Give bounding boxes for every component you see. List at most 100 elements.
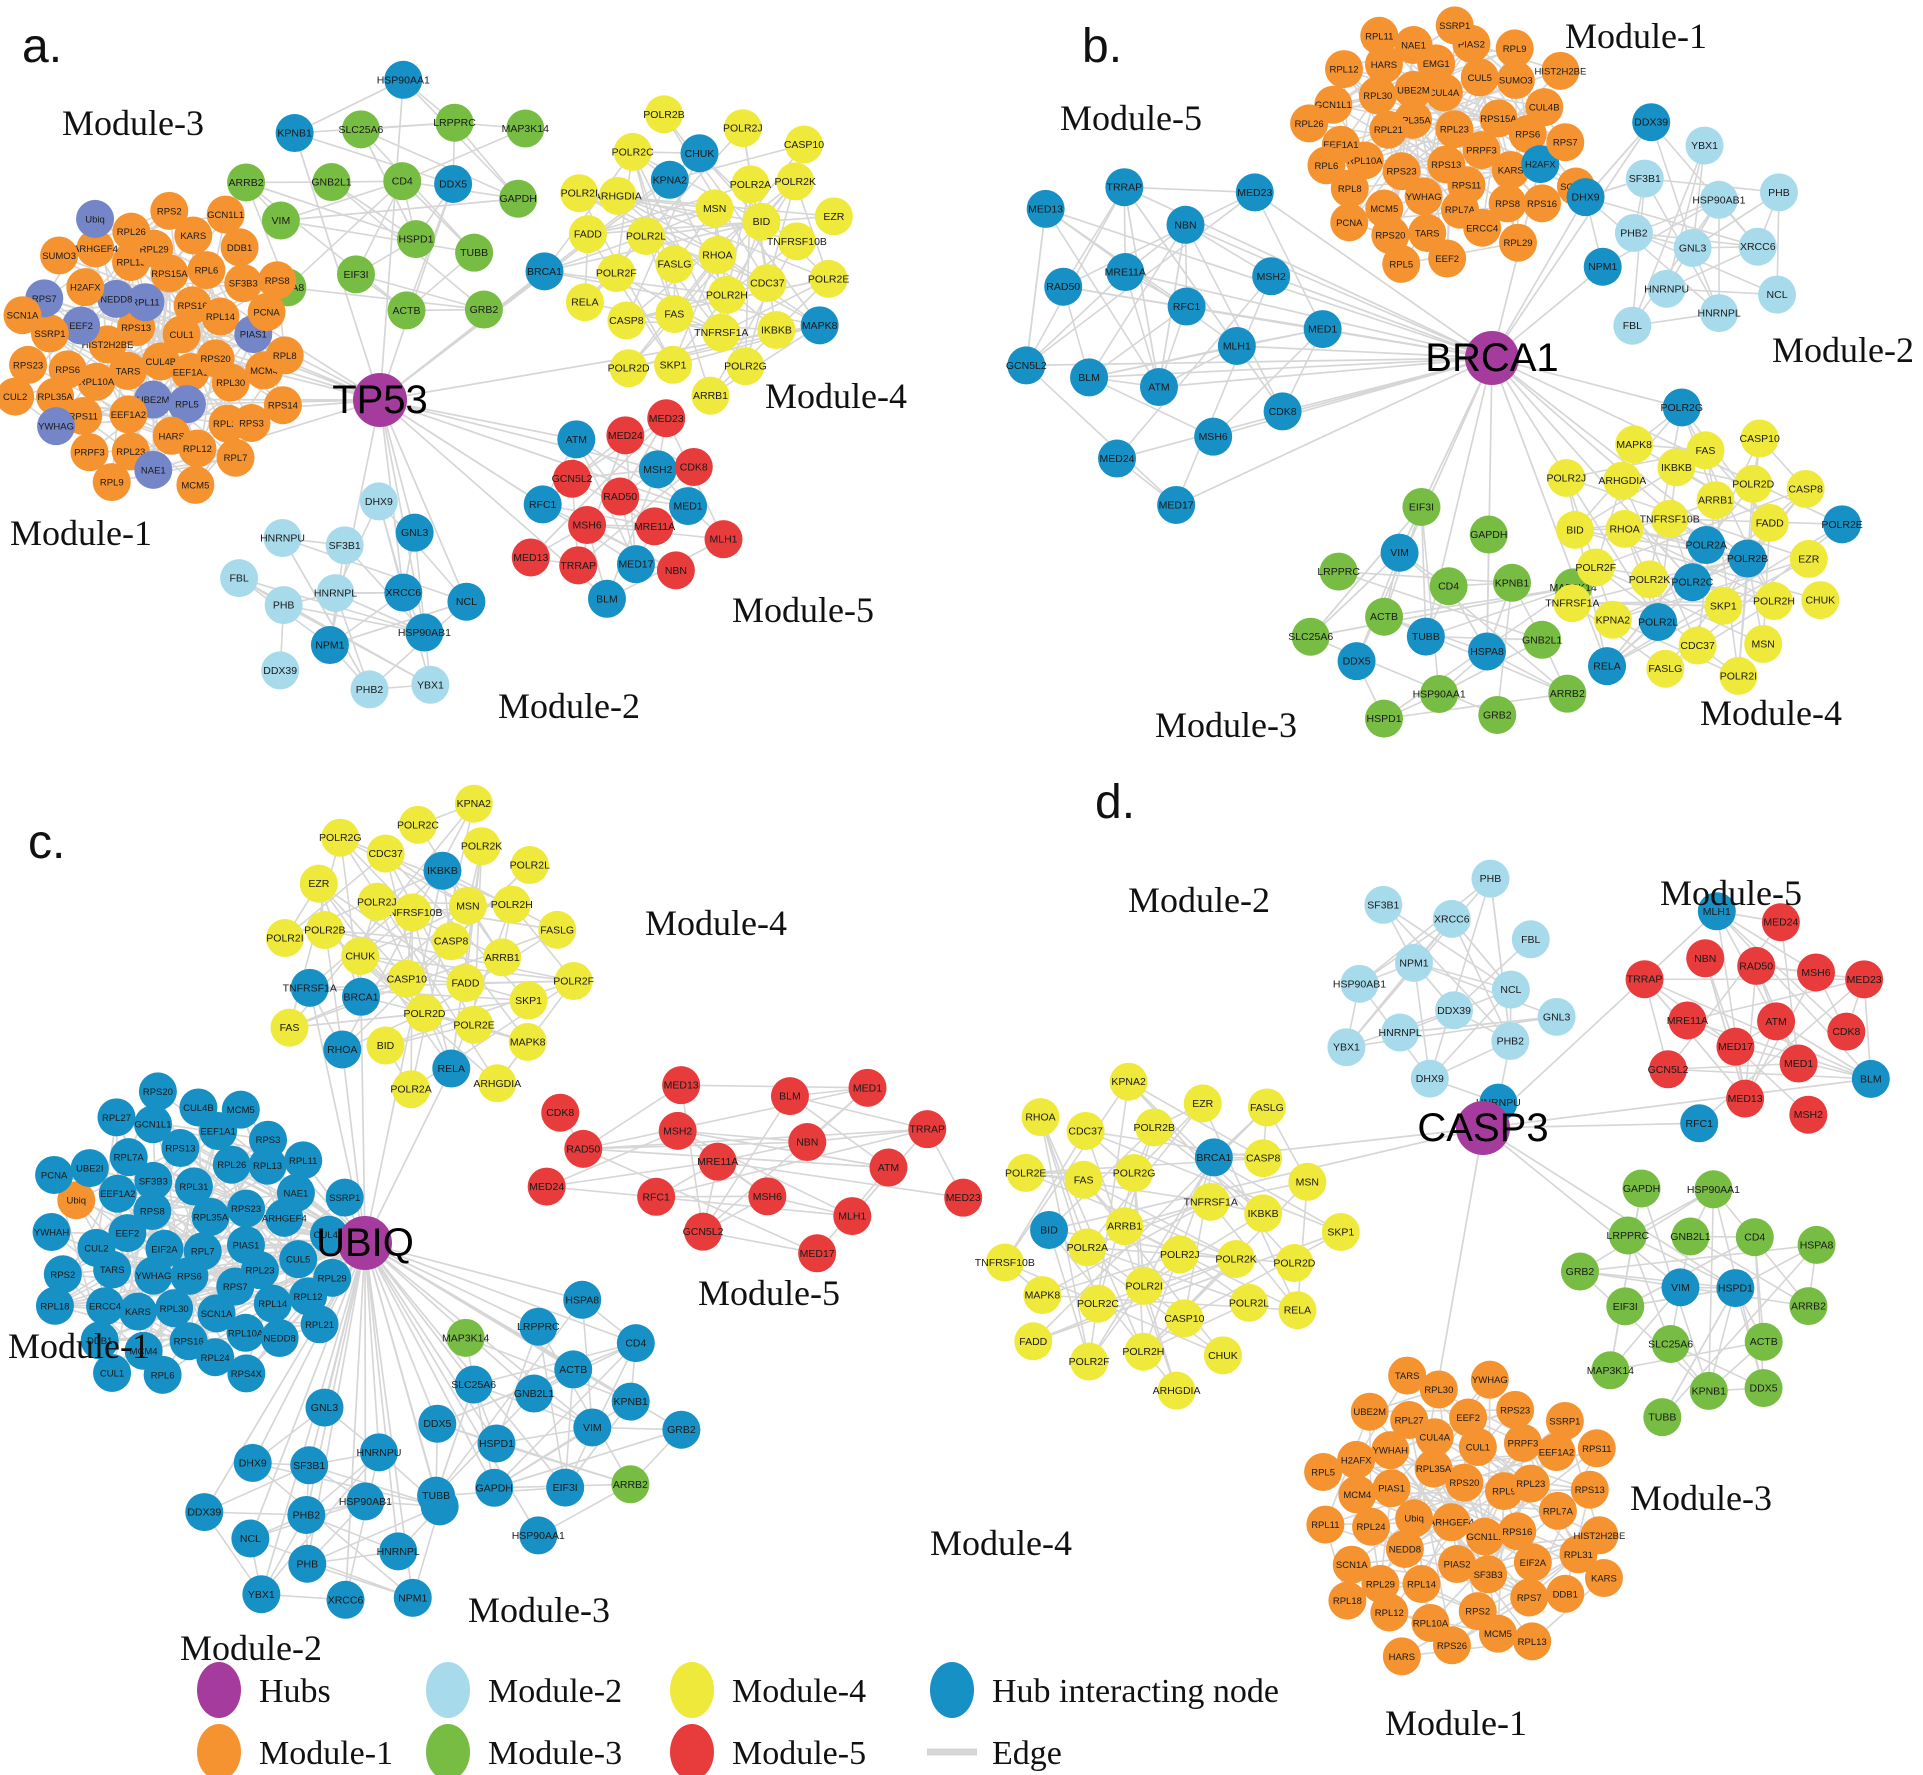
node-HNRNPL[interactable] [379, 1532, 418, 1571]
node-CUL2[interactable] [0, 377, 35, 416]
node-SF3B3[interactable] [224, 264, 263, 303]
node-RPL23[interactable] [1511, 1464, 1550, 1503]
node-MED13[interactable] [662, 1066, 701, 1105]
node-MSH6[interactable] [1797, 953, 1836, 992]
node-EZR[interactable] [814, 197, 853, 236]
node-POLR2G[interactable] [321, 818, 360, 857]
node-RFC1[interactable] [1680, 1104, 1719, 1143]
node-BRCA1[interactable] [1194, 1138, 1233, 1177]
node-RPL5[interactable] [167, 385, 206, 424]
node-GNB2L1[interactable] [312, 163, 351, 202]
node-EIF3I[interactable] [336, 255, 375, 294]
node-ACTB[interactable] [1365, 597, 1404, 636]
node-MED23[interactable] [647, 399, 686, 438]
node-POLR2G[interactable] [726, 347, 765, 386]
node-PHB2[interactable] [1614, 213, 1653, 252]
node-HSP90AB1[interactable] [1340, 964, 1379, 1003]
node-MSH6[interactable] [1194, 417, 1233, 456]
node-POLR2K[interactable] [462, 827, 501, 866]
node-RPL11[interactable] [284, 1141, 323, 1180]
node-TUBB[interactable] [417, 1476, 456, 1515]
node-NBN[interactable] [1166, 205, 1205, 244]
node-RPL23[interactable] [1435, 110, 1474, 149]
node-MAPK8[interactable] [1615, 425, 1654, 464]
node-HSP90AB1[interactable] [1699, 180, 1738, 219]
node-RPS4X[interactable] [227, 1354, 266, 1393]
node-YBX1[interactable] [411, 665, 450, 704]
node-RPL24[interactable] [1352, 1507, 1391, 1546]
node-NEDD8[interactable] [97, 279, 136, 318]
node-POLR2F[interactable] [597, 254, 636, 293]
node-NPM1[interactable] [1394, 943, 1433, 982]
node-PHB[interactable] [264, 586, 303, 625]
node-GCN5L2[interactable] [1007, 346, 1046, 385]
node-VIM[interactable] [1380, 533, 1419, 572]
node-MED24[interactable] [1098, 439, 1137, 478]
node-PIAS1[interactable] [1372, 1469, 1411, 1508]
node-SSRP1[interactable] [1545, 1401, 1584, 1440]
node-CD4[interactable] [616, 1324, 655, 1363]
node-ERCC4[interactable] [1463, 208, 1502, 247]
node-RPL6[interactable] [1307, 146, 1346, 185]
node-RPL7[interactable] [216, 438, 255, 477]
node-FBL[interactable] [1613, 306, 1652, 345]
node-YWHAG[interactable] [37, 407, 76, 446]
node-ARHGDIA[interactable] [478, 1064, 517, 1103]
node-HIST2H2BE[interactable] [88, 325, 127, 364]
node-YWHAG[interactable] [134, 1256, 173, 1295]
node-TUBB[interactable] [1643, 1398, 1682, 1437]
node-CASP10[interactable] [784, 125, 823, 164]
node-NBN[interactable] [656, 551, 695, 590]
node-RPL12[interactable] [1325, 50, 1364, 89]
node-GRB2[interactable] [1560, 1252, 1599, 1291]
node-PRPF3[interactable] [1462, 131, 1501, 170]
node-CUL1[interactable] [162, 315, 201, 354]
node-TNFRSF1A[interactable] [1553, 584, 1592, 623]
node-SF3B1[interactable] [325, 526, 364, 565]
node-DDB1[interactable] [80, 1321, 119, 1360]
node-YBX1[interactable] [242, 1575, 281, 1614]
node-POLR2J[interactable] [1547, 458, 1586, 497]
node-KARS[interactable] [1584, 1559, 1623, 1598]
node-VIM[interactable] [1661, 1268, 1700, 1307]
node-RPL9[interactable] [1495, 29, 1534, 68]
node-HNRNPL[interactable] [1700, 294, 1739, 333]
node-NEDD8[interactable] [260, 1319, 299, 1358]
node-RPL8[interactable] [265, 336, 304, 375]
node-SF3B3[interactable] [134, 1161, 173, 1200]
node-DHX9[interactable] [233, 1443, 272, 1482]
node-UBE2I[interactable] [70, 1149, 109, 1188]
node-MLH1[interactable] [704, 520, 743, 559]
node-POLR2F[interactable] [1070, 1342, 1109, 1381]
node-CASP8[interactable] [1786, 469, 1825, 508]
node-ARRB1[interactable] [1696, 481, 1735, 520]
node-HSP90AA1[interactable] [1420, 674, 1459, 713]
node-GNB2L1[interactable] [1671, 1217, 1710, 1256]
node-CD4[interactable] [383, 162, 422, 201]
node-SSRP1[interactable] [325, 1178, 364, 1217]
node-CASP10[interactable] [1165, 1299, 1204, 1338]
node-MSH2[interactable] [638, 450, 677, 489]
node-PHB[interactable] [1759, 173, 1798, 212]
node-POLR2A[interactable] [1687, 526, 1726, 565]
node-PHB2[interactable] [1491, 1022, 1530, 1061]
node-RPL27[interactable] [1390, 1401, 1429, 1440]
node-MCM5[interactable] [176, 465, 215, 504]
node-RPL21[interactable] [1369, 110, 1408, 149]
node-FASLG[interactable] [1247, 1088, 1286, 1127]
node-RPL24[interactable] [196, 1338, 235, 1377]
node-POLR2F[interactable] [554, 962, 593, 1001]
node-CUL5[interactable] [279, 1240, 318, 1279]
node-HARS[interactable] [1382, 1637, 1421, 1676]
node-MED17[interactable] [1157, 485, 1196, 524]
node-DHX9[interactable] [359, 482, 398, 521]
node-MED24[interactable] [606, 416, 645, 455]
node-DHX9[interactable] [1410, 1059, 1449, 1098]
node-HARS[interactable] [1364, 45, 1403, 84]
node-RELA[interactable] [1588, 647, 1627, 686]
node-TUBB[interactable] [455, 233, 494, 272]
node-FASLG[interactable] [655, 245, 694, 284]
hub-node-CASP3[interactable] [1456, 1101, 1510, 1155]
node-SKP1[interactable] [509, 981, 548, 1020]
node-RPL11[interactable] [126, 283, 165, 322]
